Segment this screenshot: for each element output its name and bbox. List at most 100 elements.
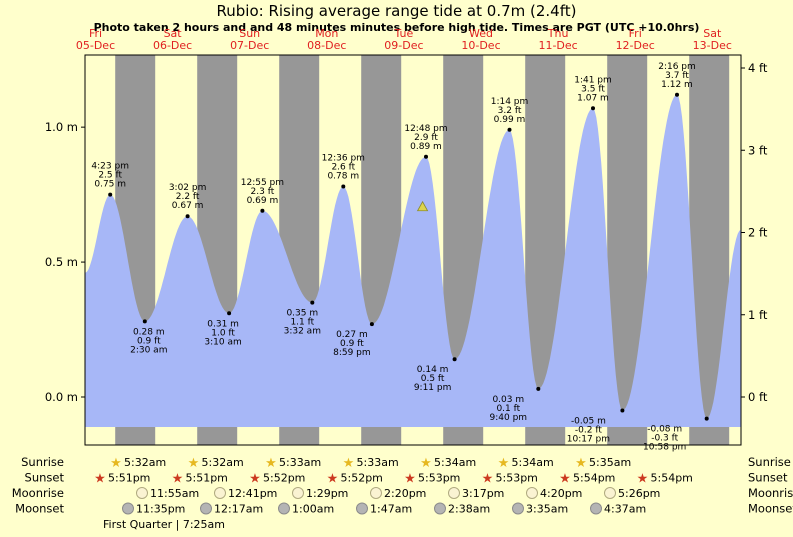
low-tide-annotation: 0.28 m: [133, 327, 165, 337]
moonrise-icon: [370, 487, 382, 499]
low-tide-annotation: 1.0 ft: [211, 328, 235, 338]
astro-time-label: 3:35am: [526, 503, 568, 516]
day-name-label: Wed: [469, 27, 493, 40]
moonrise-icon: [526, 487, 538, 499]
tide-extreme-dot: [227, 311, 232, 316]
high-tide-annotation: 2.3 ft: [251, 187, 275, 197]
astro-row-label-right: Moonset: [748, 502, 793, 516]
astro-time-label: 12:17am: [214, 503, 263, 516]
sunrise-star-icon: ★: [498, 456, 510, 471]
astro-time-label: 5:34am: [512, 456, 554, 469]
astro-time-label: 5:54pm: [651, 472, 693, 485]
low-tide-annotation: 3:32 am: [284, 327, 321, 337]
sunrise-star-icon: ★: [265, 456, 277, 471]
sunset-star-icon: ★: [637, 472, 649, 487]
astro-row-label-right: Moonrise: [748, 486, 793, 500]
tide-extreme-dot: [260, 208, 265, 213]
y-axis-left-tick-label: 0.5 m: [45, 255, 78, 269]
tide-extreme-dot: [310, 300, 315, 305]
low-tide-annotation: 0.14 m: [417, 365, 449, 375]
astro-time-label: 5:52pm: [263, 472, 305, 485]
astro-time-label: 3:17pm: [462, 487, 504, 500]
day-date-label: 12-Dec: [616, 39, 655, 52]
sunset-star-icon: ★: [482, 472, 494, 487]
sunset-star-icon: ★: [404, 472, 416, 487]
high-tide-annotation: 3.7 ft: [665, 71, 689, 81]
tide-extreme-dot: [108, 192, 113, 197]
low-tide-annotation: 9:11 pm: [414, 383, 452, 393]
astro-time-label: 11:55am: [150, 487, 199, 500]
moonrise-icon: [214, 487, 226, 499]
astro-time-label: 12:41pm: [228, 487, 277, 500]
day-name-label: Mon: [315, 27, 338, 40]
high-tide-annotation: 0.78 m: [327, 172, 359, 182]
astro-time-label: 5:53pm: [496, 472, 538, 485]
astro-time-label: 5:51pm: [108, 472, 150, 485]
high-tide-annotation: 0.99 m: [494, 115, 526, 125]
high-tide-annotation: 0.69 m: [247, 196, 279, 206]
astro-row-label-right: Sunset: [748, 471, 788, 485]
tide-extreme-dot: [675, 92, 679, 97]
astro-time-label: 5:34am: [434, 456, 476, 469]
astro-time-label: 5:32am: [124, 456, 166, 469]
sunrise-star-icon: ★: [110, 456, 122, 471]
chart-subtitle: Photo taken 2 hours and and 48 minutes m…: [93, 21, 700, 34]
low-tide-annotation: 0.27 m: [336, 330, 368, 340]
astro-row-label-left: Sunrise: [21, 455, 64, 469]
astro-time-label: 5:26pm: [618, 487, 660, 500]
astro-time-label: 5:53pm: [418, 472, 460, 485]
moonset-icon: [200, 502, 212, 515]
low-tide-annotation: 2:30 am: [130, 345, 167, 355]
day-date-label: 10-Dec: [461, 39, 500, 52]
astro-time-label: 11:35pm: [136, 503, 185, 516]
high-tide-annotation: 3.5 ft: [581, 84, 605, 94]
low-tide-annotation: 8:59 pm: [333, 348, 371, 358]
tide-extreme-dot: [341, 184, 346, 189]
y-axis-right-tick-label: 1 ft: [748, 308, 768, 322]
astro-row-label-right: Sunrise: [748, 455, 791, 469]
high-tide-annotation: 0.75 m: [94, 180, 126, 190]
astro-row-label-left: Sunset: [25, 471, 65, 485]
high-tide-annotation: 0.67 m: [172, 201, 204, 211]
tide-extreme-dot: [507, 127, 512, 132]
sunset-star-icon: ★: [249, 472, 261, 487]
astro-time-label: 4:20pm: [540, 487, 582, 500]
day-name-label: Sun: [239, 27, 260, 40]
y-axis-right-tick-label: 3 ft: [748, 143, 768, 157]
moonrise-icon: [448, 487, 460, 499]
moonset-icon: [590, 502, 602, 515]
astro-time-label: 2:38am: [448, 503, 490, 516]
astro-time-label: 5:33am: [279, 456, 321, 469]
astro-time-label: 5:52pm: [341, 472, 383, 485]
moonrise-icon: [292, 487, 304, 499]
sunrise-star-icon: ★: [575, 456, 587, 471]
high-tide-annotation: 12:55 pm: [241, 178, 284, 188]
astro-time-label: 1:00am: [292, 503, 334, 516]
low-tide-annotation: 0.9 ft: [137, 336, 161, 346]
day-date-label: 05-Dec: [76, 39, 115, 52]
low-tide-annotation: 0.5 ft: [421, 374, 445, 384]
day-date-label: 09-Dec: [384, 39, 423, 52]
high-tide-annotation: 1:14 pm: [491, 97, 529, 107]
low-tide-annotation: 0.1 ft: [496, 404, 520, 414]
astro-time-label: 1:29pm: [306, 487, 348, 500]
day-date-label: 13-Dec: [693, 39, 732, 52]
moonset-icon: [434, 502, 446, 515]
tide-extreme-dot: [452, 357, 457, 362]
moonset-icon: [512, 502, 524, 515]
astro-row-label-left: Moonset: [15, 502, 64, 516]
high-tide-annotation: 2:16 pm: [658, 62, 696, 72]
moon-phase-note: First Quarter | 7:25am: [103, 518, 225, 531]
moonrise-icon: [604, 487, 616, 499]
low-tide-annotation: 0.35 m: [286, 309, 318, 319]
high-tide-annotation: 2.2 ft: [176, 192, 200, 202]
astro-time-label: 4:37am: [604, 503, 646, 516]
photo-marker-icon: [416, 200, 429, 212]
tide-extreme-dot: [142, 319, 147, 324]
day-name-label: Sat: [164, 27, 183, 40]
high-tide-annotation: 12:36 pm: [322, 154, 365, 164]
high-tide-annotation: 2.5 ft: [98, 171, 122, 181]
tide-area: [85, 94, 741, 428]
